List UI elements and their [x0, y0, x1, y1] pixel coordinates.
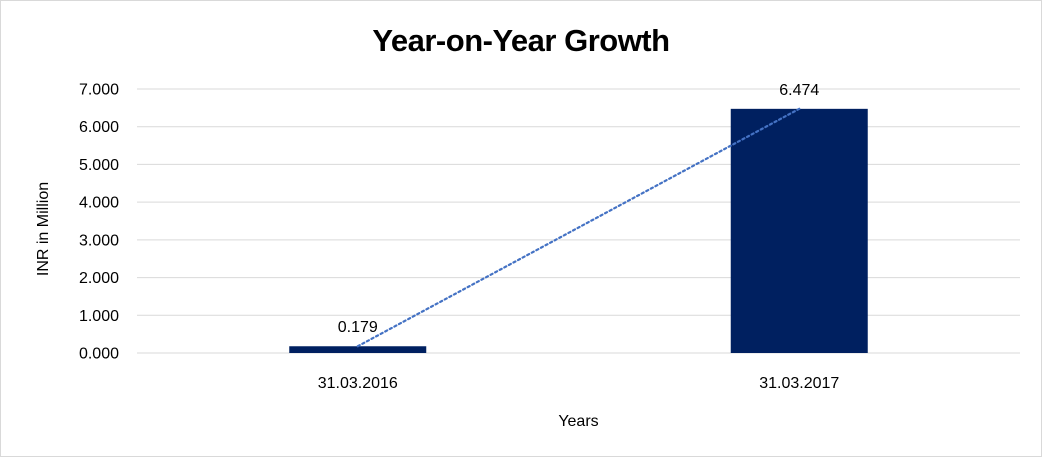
- y-tick-label: 7.000: [79, 82, 119, 99]
- y-axis-tick-labels: 0.000 1.000 2.000 3.000 4.000 5.000 6.000 7.000: [79, 82, 119, 363]
- x-tick-label: 31.03.2016: [318, 375, 398, 392]
- data-labels: 0.179 6.474: [338, 82, 820, 336]
- bar: [730, 108, 868, 354]
- chart-title: Year-on-Year Growth: [372, 23, 670, 58]
- y-tick-label: 6.000: [79, 119, 119, 136]
- y-tick-label: 3.000: [79, 232, 119, 249]
- trendline-path: [356, 107, 801, 348]
- trendline: [356, 107, 801, 348]
- y-tick-label: 0.000: [79, 346, 119, 363]
- x-axis-tick-labels: 31.03.2016 31.03.2017: [318, 375, 840, 392]
- data-label: 0.179: [338, 319, 378, 336]
- x-tick-label: 31.03.2017: [759, 375, 839, 392]
- y-axis-title: INR in Million: [35, 182, 52, 276]
- bar: [289, 346, 427, 353]
- y-tick-label: 2.000: [79, 270, 119, 287]
- data-label: 6.474: [779, 82, 819, 99]
- y-tick-label: 5.000: [79, 157, 119, 174]
- y-tick-label: 1.000: [79, 308, 119, 325]
- bars: [289, 108, 868, 354]
- gridlines: [137, 88, 1020, 354]
- y-tick-label: 4.000: [79, 195, 119, 212]
- x-axis-title: Years: [558, 413, 598, 430]
